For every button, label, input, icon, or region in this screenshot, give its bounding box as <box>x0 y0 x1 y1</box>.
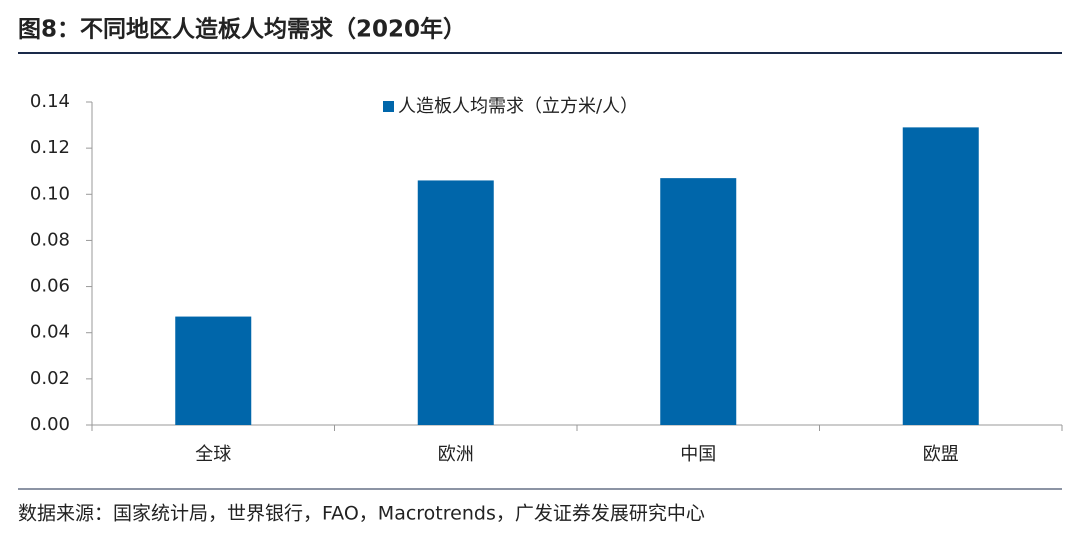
y-tick-label: 0.14 <box>30 91 70 112</box>
x-tick-label: 欧洲 <box>438 444 474 465</box>
y-tick-label: 0.02 <box>30 368 70 389</box>
y-tick-label: 0.08 <box>30 229 70 250</box>
y-tick-label: 0.10 <box>30 183 70 204</box>
bar <box>902 127 979 425</box>
bar <box>660 178 737 425</box>
bar <box>417 180 494 425</box>
x-tick-label: 全球 <box>195 444 231 465</box>
y-tick-label: 0.00 <box>30 414 70 435</box>
legend-label: 人造板人均需求（立方米/人） <box>398 96 638 117</box>
x-tick-label: 欧盟 <box>923 444 959 465</box>
y-tick-label: 0.06 <box>30 276 70 297</box>
chart-title: 图8：不同地区人造板人均需求（2020年） <box>18 16 466 43</box>
y-tick-label: 0.04 <box>30 322 70 343</box>
y-tick-label: 0.12 <box>30 137 70 158</box>
legend-swatch <box>383 101 394 112</box>
bar <box>175 316 252 425</box>
x-tick-label: 中国 <box>680 444 716 465</box>
source-note: 数据来源：国家统计局，世界银行，FAO，Macrotrends，广发证券发展研究… <box>18 503 705 525</box>
